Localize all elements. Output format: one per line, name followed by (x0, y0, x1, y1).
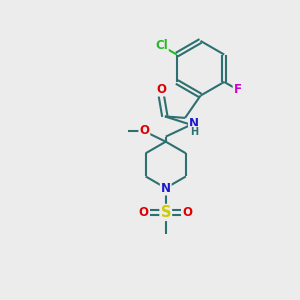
Text: N: N (161, 182, 171, 194)
Text: O: O (156, 82, 166, 96)
Text: O: O (139, 206, 149, 219)
Text: S: S (160, 205, 171, 220)
Text: H: H (190, 127, 199, 137)
Text: O: O (140, 124, 149, 137)
Text: F: F (234, 83, 242, 96)
Text: N: N (189, 117, 199, 130)
Text: Cl: Cl (155, 39, 168, 52)
Text: O: O (183, 206, 193, 219)
